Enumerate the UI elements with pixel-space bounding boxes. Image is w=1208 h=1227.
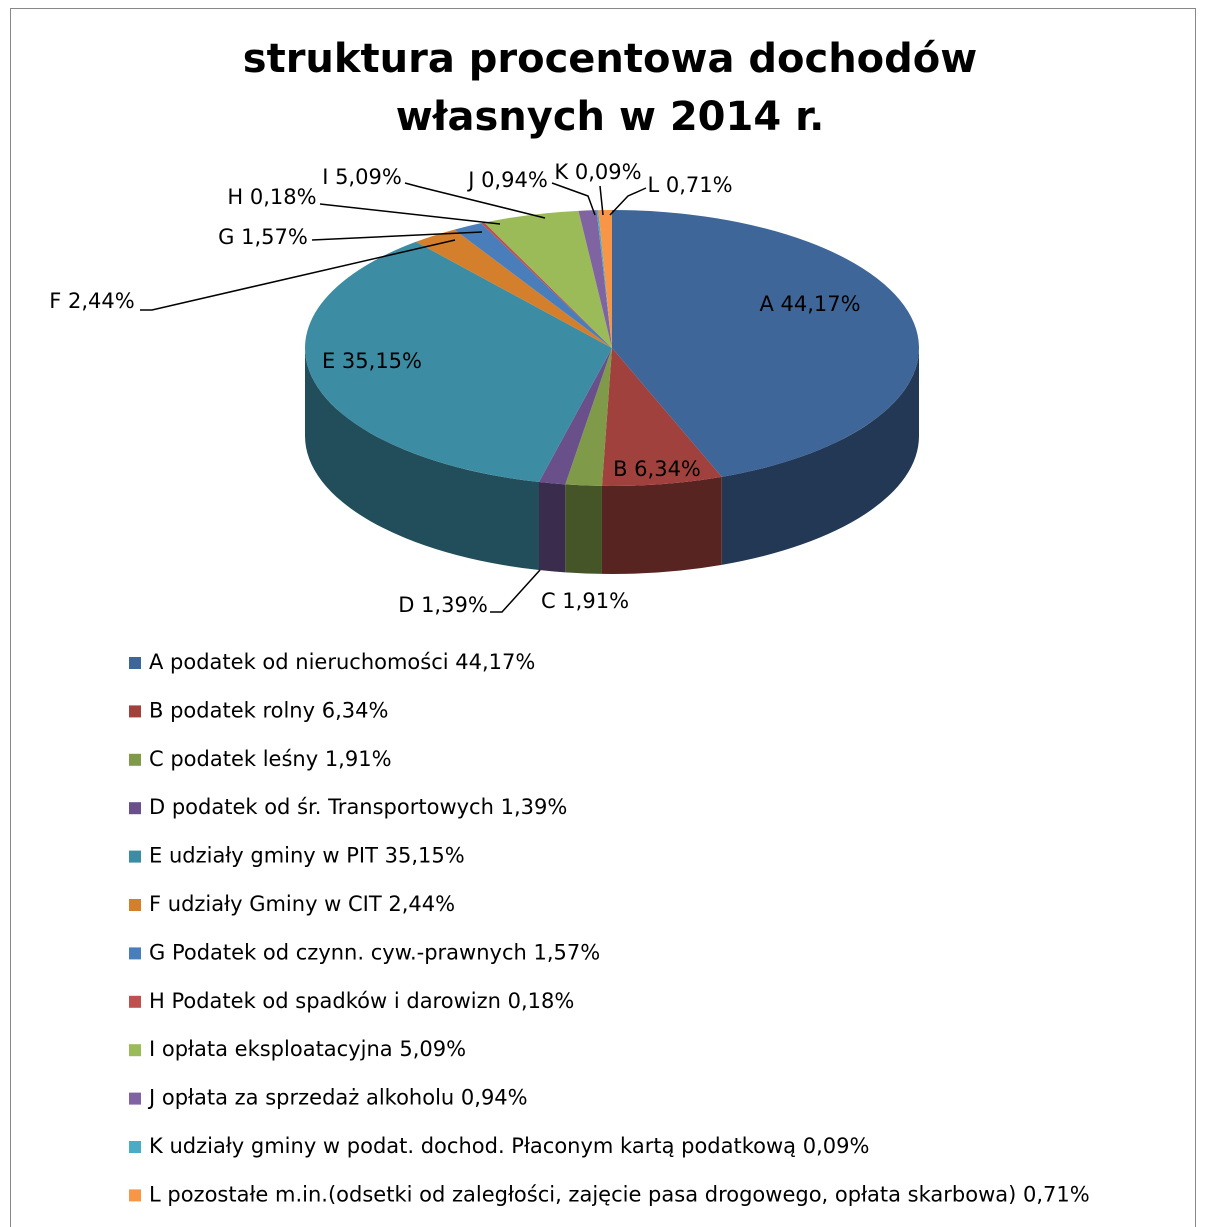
slice <box>454 223 612 348</box>
slice-side <box>721 348 919 565</box>
data-label: A 44,17% <box>759 292 860 316</box>
legend-swatch <box>129 705 141 718</box>
slice-side <box>601 476 722 574</box>
slice <box>601 348 722 486</box>
legend-swatch <box>129 753 141 766</box>
slice-side <box>539 482 566 573</box>
legend-swatch <box>129 657 141 669</box>
legend-swatch <box>129 947 141 960</box>
leader-line <box>490 569 541 613</box>
chart-title: struktura procentowa dochodów własnych w… <box>242 36 1006 140</box>
leader-line <box>404 182 546 219</box>
legend-swatch <box>129 995 141 1008</box>
data-label: C 1,91% <box>541 589 629 613</box>
legend-label: H Podatek od spadków i darowizn 0,18% <box>149 989 574 1013</box>
legend-swatch <box>129 899 141 911</box>
leader-line <box>609 187 647 216</box>
slice <box>578 210 612 348</box>
legend-swatch <box>129 1141 141 1153</box>
slice <box>539 348 612 485</box>
leader-line <box>551 182 596 216</box>
data-label: E 35,15% <box>322 349 422 373</box>
legend-label: A podatek od nieruchomości 44,17% <box>149 650 535 674</box>
data-label: D 1,39% <box>398 593 488 617</box>
slice-side <box>565 484 602 574</box>
legend-label: E udziały gminy w PIT 35,15% <box>149 844 465 868</box>
slice <box>481 222 612 348</box>
legend-swatch <box>129 1092 141 1105</box>
leader-line <box>319 203 501 225</box>
slice <box>596 210 612 348</box>
legend-label: L pozostałe m.in.(odsetki od zaległości,… <box>149 1182 1090 1206</box>
slice <box>484 210 612 348</box>
data-label: H 0,18% <box>227 185 316 209</box>
legend-swatch <box>129 802 141 815</box>
data-label: B 6,34% <box>613 457 701 481</box>
legend-label: G Podatek od czynn. cyw.-prawnych 1,57% <box>149 940 600 964</box>
leader-line <box>311 231 483 241</box>
data-label: L 0,71% <box>647 173 732 197</box>
slice <box>598 210 612 348</box>
legend-label: I opłata eksploatacyjna 5,09% <box>149 1037 466 1061</box>
slice <box>415 229 612 348</box>
chart-frame <box>10 8 1196 1227</box>
legend-label: K udziały gminy w podat. dochod. Płacony… <box>149 1134 869 1158</box>
legend-swatch <box>129 1044 141 1057</box>
legend-label: J opłata za sprzedaż alkoholu 0,94% <box>147 1086 528 1110</box>
slice <box>565 348 612 486</box>
legend-label: F udziały Gminy w CIT 2,44% <box>149 892 455 916</box>
leader-line <box>599 185 604 216</box>
legend-label: B podatek rolny 6,34% <box>149 698 388 722</box>
legend-swatch <box>129 850 141 863</box>
data-label: I 5,09% <box>322 165 402 189</box>
slice <box>612 210 919 477</box>
data-label: J 0,94% <box>466 168 548 192</box>
data-label: G 1,57% <box>218 225 308 249</box>
slice-side <box>305 348 540 571</box>
legend-label: C podatek leśny 1,91% <box>149 747 392 771</box>
data-label: F 2,44% <box>49 289 134 313</box>
legend-swatch <box>129 1189 141 1202</box>
legend-label: D podatek od śr. Transportowych 1,39% <box>149 795 567 819</box>
leader-line <box>140 239 456 311</box>
slice <box>305 241 612 483</box>
data-label: K 0,09% <box>554 160 641 184</box>
